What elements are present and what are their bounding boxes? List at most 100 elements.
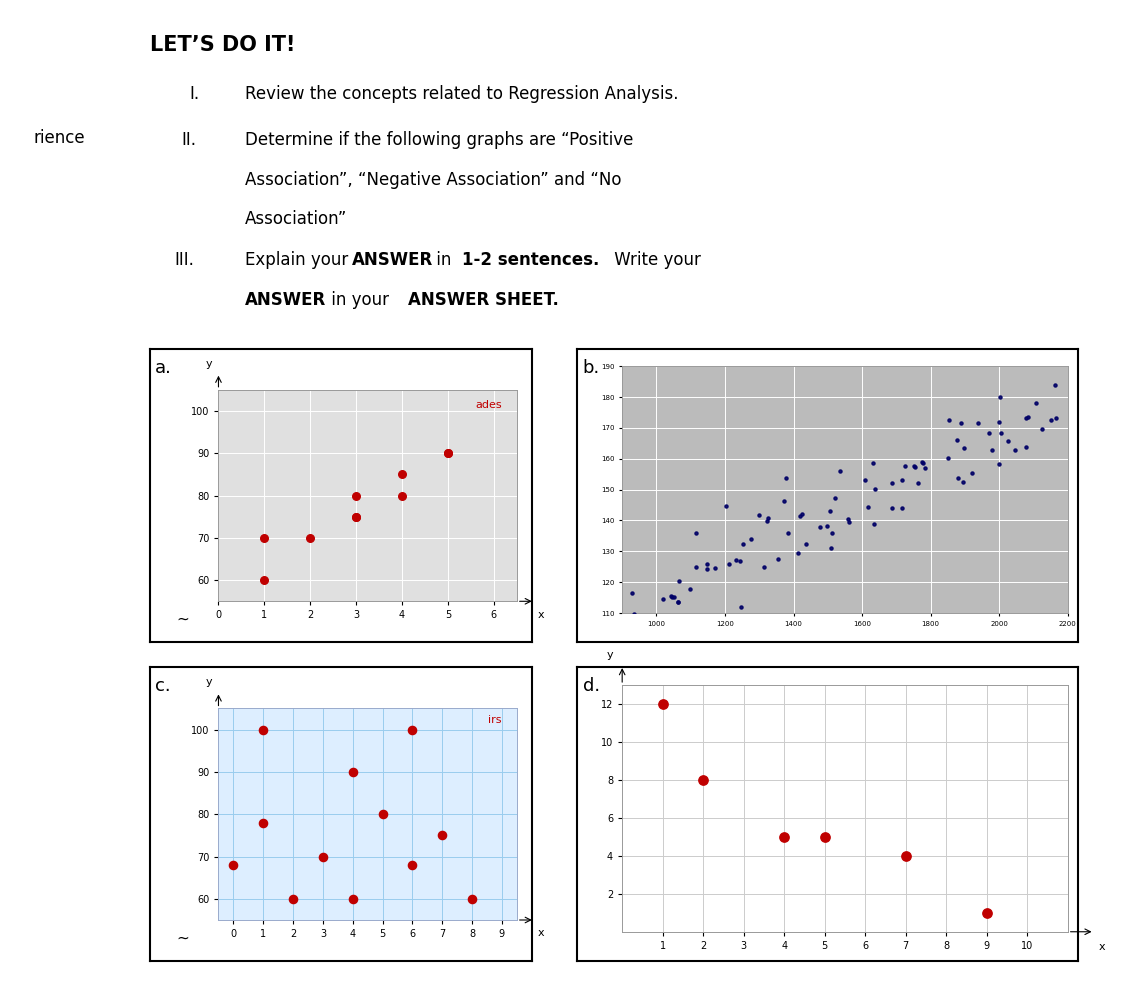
Point (717, 498, 735, 514)
Point (348, 509, 366, 525)
Point (698, 561, 716, 577)
Point (393, 466, 411, 482)
Point (439, 445, 457, 461)
Text: ANSWER: ANSWER (245, 291, 326, 309)
Text: y: y (206, 677, 213, 687)
Point (694, 772, 712, 788)
Point (668, 595, 686, 611)
Point (864, 455, 882, 471)
Point (314, 849, 332, 865)
Point (991, 388, 1009, 404)
Text: b.: b. (583, 359, 600, 376)
Point (623, 586, 641, 602)
Point (818, 518, 836, 534)
Text: in your: in your (326, 291, 395, 309)
Text: rience: rience (34, 129, 84, 147)
Text: Write your: Write your (609, 251, 701, 269)
Text: ~: ~ (177, 612, 189, 626)
Point (883, 500, 901, 516)
Point (893, 500, 911, 516)
Point (904, 458, 922, 474)
Point (909, 475, 927, 491)
Point (735, 536, 753, 552)
Point (915, 455, 933, 471)
Point (464, 890, 482, 906)
Point (826, 490, 844, 506)
Point (1019, 409, 1037, 425)
Text: Association”: Association” (245, 210, 348, 228)
Point (1033, 420, 1051, 436)
Point (990, 455, 1008, 471)
Point (344, 890, 362, 906)
Text: y: y (606, 650, 613, 660)
Point (404, 722, 422, 738)
Point (637, 609, 655, 624)
Text: ANSWER SHEET.: ANSWER SHEET. (408, 291, 559, 309)
Point (654, 592, 672, 608)
Text: x: x (538, 610, 544, 620)
Point (344, 764, 362, 780)
Point (1027, 395, 1045, 411)
Point (1058, 346, 1076, 362)
Text: ~: ~ (177, 930, 189, 945)
Point (963, 465, 981, 481)
Text: y: y (206, 359, 213, 369)
Text: ANSWER: ANSWER (352, 251, 433, 269)
Text: ades: ades (475, 400, 502, 410)
Text: I.: I. (189, 85, 199, 103)
Point (1017, 439, 1035, 455)
Point (348, 509, 366, 525)
Point (948, 432, 966, 448)
Point (1042, 412, 1060, 428)
Point (954, 474, 972, 490)
Point (865, 516, 883, 532)
Point (983, 441, 1001, 457)
Point (999, 432, 1017, 448)
Text: irs: irs (488, 715, 502, 725)
Point (681, 582, 699, 598)
Point (728, 552, 746, 568)
Point (777, 469, 795, 485)
Point (914, 453, 932, 469)
Point (811, 519, 829, 535)
Point (759, 510, 777, 526)
Point (770, 551, 788, 567)
Point (821, 540, 839, 556)
Point (755, 559, 773, 575)
Point (978, 904, 996, 920)
Point (254, 815, 272, 831)
Point (284, 890, 302, 906)
Point (866, 481, 884, 497)
Point (433, 828, 451, 844)
Point (670, 574, 688, 590)
Point (790, 545, 808, 561)
Point (254, 722, 272, 738)
Point (990, 413, 1008, 429)
Point (662, 588, 680, 604)
Point (939, 412, 957, 428)
Point (664, 618, 682, 633)
Point (705, 560, 723, 576)
Point (907, 459, 925, 475)
Point (775, 829, 793, 845)
Text: x: x (538, 928, 544, 938)
Point (980, 425, 998, 441)
Point (687, 559, 705, 575)
Text: d.: d. (583, 677, 600, 695)
Point (742, 531, 760, 547)
Point (758, 513, 776, 529)
Point (302, 530, 319, 546)
Point (1046, 410, 1064, 426)
Text: Association”, “Negative Association” and “No: Association”, “Negative Association” and… (245, 171, 622, 189)
Point (650, 609, 668, 624)
Point (860, 499, 878, 515)
Point (637, 620, 655, 635)
Point (822, 525, 840, 541)
Point (897, 458, 915, 474)
Text: Determine if the following graphs are “Positive: Determine if the following graphs are “P… (245, 131, 633, 149)
Point (348, 487, 366, 503)
Point (642, 629, 660, 645)
Text: x: x (1099, 941, 1106, 951)
Point (255, 572, 273, 588)
Point (255, 530, 273, 546)
